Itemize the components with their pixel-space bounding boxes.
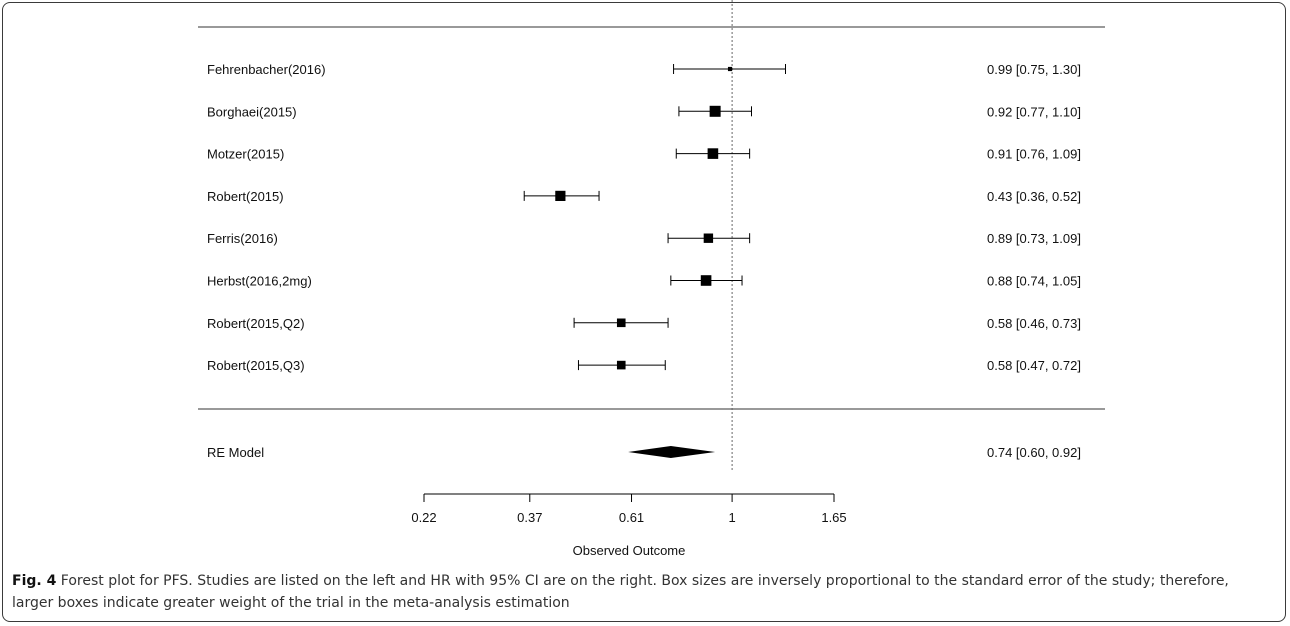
caption-text: Forest plot for PFS. Studies are listed … xyxy=(12,573,1229,611)
summary-diamond xyxy=(628,446,716,458)
study-row: Borghaei(2015) 0.92 [0.77, 1.10] xyxy=(207,104,1081,119)
effect-text: 0.88 [0.74, 1.05] xyxy=(987,274,1081,289)
effect-text: 0.92 [0.77, 1.10] xyxy=(987,104,1081,119)
point-estimate-box xyxy=(703,233,714,243)
forest-plot: Fehrenbacher(2016) 0.99 [0.75, 1.30] Borgh… xyxy=(198,0,1105,558)
study-row: Ferris(2016) 0.89 [0.73, 1.09] xyxy=(207,231,1081,246)
study-label: Robert(2015,Q3) xyxy=(207,358,305,373)
figure-label: Fig. 4 xyxy=(12,573,57,589)
study-label: Robert(2015,Q2) xyxy=(207,316,305,331)
point-estimate-box xyxy=(727,66,733,72)
point-estimate-box xyxy=(700,275,712,286)
effect-text: 0.58 [0.46, 0.73] xyxy=(987,316,1081,331)
study-row: Robert(2015,Q2) 0.58 [0.46, 0.73] xyxy=(207,316,1081,331)
effect-text: 0.91 [0.76, 1.09] xyxy=(987,147,1081,162)
axis-tick-label: 0.61 xyxy=(619,510,644,525)
axis-tick-label: 0.37 xyxy=(517,510,542,525)
axis-tick-label: 1.65 xyxy=(821,510,846,525)
axis-tick-label: 0.22 xyxy=(411,510,436,525)
summary-effect-text: 0.74 [0.60, 0.92] xyxy=(987,445,1081,460)
study-row: Robert(2015,Q3) 0.58 [0.47, 0.72] xyxy=(207,358,1081,373)
study-label: Fehrenbacher(2016) xyxy=(207,62,326,77)
study-row: Motzer(2015) 0.91 [0.76, 1.09] xyxy=(207,147,1081,162)
point-estimate-box xyxy=(555,190,566,201)
summary-label: RE Model xyxy=(207,445,264,460)
study-row: Fehrenbacher(2016) 0.99 [0.75, 1.30] xyxy=(207,62,1081,77)
point-estimate-box xyxy=(709,105,721,117)
effect-text: 0.43 [0.36, 0.52] xyxy=(987,189,1081,204)
study-row: Herbst(2016,2mg) 0.88 [0.74, 1.05] xyxy=(207,274,1081,289)
axis-tick-label: 1 xyxy=(728,510,735,525)
study-rows: Fehrenbacher(2016) 0.99 [0.75, 1.30] Borgh… xyxy=(207,62,1081,373)
effect-text: 0.89 [0.73, 1.09] xyxy=(987,231,1081,246)
point-estimate-box xyxy=(616,318,626,328)
effect-text: 0.99 [0.75, 1.30] xyxy=(987,62,1081,77)
study-label: Borghaei(2015) xyxy=(207,104,297,119)
figure-caption: Fig. 4 Forest plot for PFS. Studies are … xyxy=(12,570,1274,614)
study-row: Robert(2015) 0.43 [0.36, 0.52] xyxy=(207,189,1081,204)
study-label: Herbst(2016,2mg) xyxy=(207,274,312,289)
point-estimate-box xyxy=(616,360,626,370)
study-label: Robert(2015) xyxy=(207,189,284,204)
study-label: Ferris(2016) xyxy=(207,231,278,246)
summary-row: RE Model 0.74 [0.60, 0.92] xyxy=(207,445,1081,460)
x-axis: 0.22 0.37 0.61 1 1.65 xyxy=(411,493,847,525)
study-label: Motzer(2015) xyxy=(207,147,284,162)
effect-text: 0.58 [0.47, 0.72] xyxy=(987,358,1081,373)
point-estimate-box xyxy=(707,148,719,159)
x-axis-label: Observed Outcome xyxy=(573,543,686,558)
